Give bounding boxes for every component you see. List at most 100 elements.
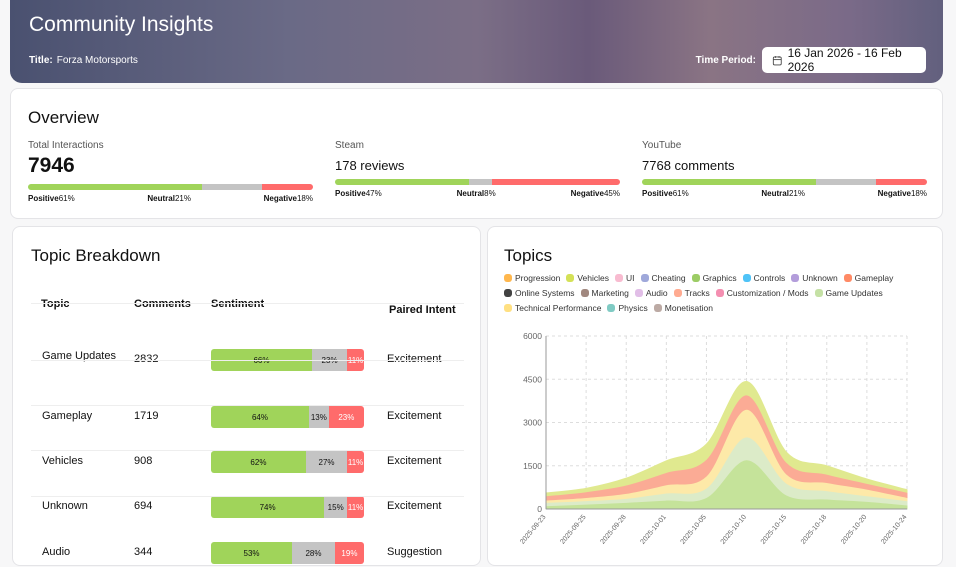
legend-swatch [673, 289, 682, 297]
comment-count: 2832 [134, 353, 159, 365]
positive-segment: 64% [211, 406, 309, 428]
legend-swatch [814, 289, 823, 297]
neutral-label: Neutral21% [147, 194, 191, 203]
negative-label: Negative18% [263, 194, 313, 203]
x-tick-label: 2025-10-15 [760, 514, 788, 546]
legend-swatch [504, 304, 512, 312]
legend-swatch [843, 274, 852, 282]
stat-label: Steam [335, 140, 364, 151]
column-comments: Comments [134, 298, 191, 310]
legend-item[interactable]: Marketing [580, 288, 629, 298]
y-tick-label: 6000 [523, 331, 542, 341]
negative-segment: 23% [328, 406, 364, 428]
topics-heading: Topics [504, 246, 553, 265]
x-tick-label: 2025-09-23 [519, 514, 547, 546]
legend-item[interactable]: Monetisation [653, 303, 713, 313]
legend-swatch [742, 274, 751, 282]
positive-segment [28, 184, 202, 190]
sentiment-bar: 53% 28% 19% [211, 542, 364, 564]
stat-value: 7768 comments [642, 158, 735, 173]
legend-item[interactable]: Gameplay [843, 273, 894, 283]
legend-item[interactable]: Controls [742, 273, 785, 283]
positive-label: Positive61% [642, 189, 689, 198]
positive-segment [335, 179, 469, 185]
topic-name: Vehicles [42, 455, 83, 467]
legend-item[interactable]: UI [615, 273, 635, 283]
neutral-segment [201, 184, 262, 190]
negative-segment [875, 179, 927, 185]
topic-name: Unknown [42, 500, 88, 512]
table-row-divider [31, 405, 464, 406]
legend-item[interactable]: Technical Performance [504, 303, 601, 313]
positive-segment: 74% [211, 496, 325, 518]
stat-label: YouTube [642, 140, 682, 151]
y-tick-label: 4500 [523, 374, 542, 384]
legend-swatch [640, 274, 649, 282]
table-row-divider [31, 303, 464, 304]
neutral-label: Neutral21% [761, 189, 805, 198]
legend-item[interactable]: Graphics [691, 273, 737, 283]
comment-count: 1719 [134, 410, 159, 422]
date-range-picker[interactable]: 16 Jan 2026 - 16 Feb 2026 [762, 46, 926, 74]
paired-intent: Excitement [387, 500, 442, 512]
overview-card: Overview Total Interactions 7946 Positiv… [10, 88, 943, 219]
legend-item[interactable]: Unknown [791, 273, 838, 283]
legend-label: Tracks [684, 288, 710, 298]
legend-item[interactable]: Tracks [673, 288, 710, 298]
sentiment-bar: 74% 15% 11% [211, 496, 364, 518]
topics-area-chart: 0 1500 3000 4500 6000 2025-09-23 2025-09-25 202… [519, 331, 908, 546]
topic-name: Gameplay [42, 410, 93, 422]
negative-label: Negative45% [570, 189, 620, 198]
legend-label: Marketing [591, 288, 629, 298]
table-row-divider [31, 450, 464, 451]
negative-segment [491, 179, 620, 185]
sentiment-bar: 64% 13% 23% [211, 406, 364, 428]
legend-item[interactable]: Progression [504, 273, 560, 283]
stat-total-interactions: Total Interactions 7946 Positive61% Neutr… [28, 140, 313, 203]
x-tick-label: 2025-10-20 [840, 514, 868, 546]
legend-label: Technical Performance [515, 303, 602, 313]
chart-legend: Progression Vehicles UI Cheating Graphics Con… [504, 273, 924, 313]
x-tick-label: 2025-10-10 [720, 514, 748, 546]
sentiment-bar [642, 179, 927, 185]
legend-label: Cheating [651, 273, 686, 283]
legend-item[interactable]: Online Systems [504, 288, 575, 298]
column-sentiment: Sentiment [211, 298, 265, 310]
legend-label: Vehicles [577, 273, 610, 283]
y-tick-label: 0 [537, 504, 542, 514]
legend-item[interactable]: Customization / Mods [715, 288, 809, 298]
topic-breakdown-heading: Topic Breakdown [31, 246, 161, 265]
legend-swatch [691, 274, 700, 282]
comment-count: 694 [134, 500, 153, 512]
legend-label: Monetisation [664, 303, 713, 313]
positive-label: Positive47% [335, 189, 382, 198]
neutral-segment: 13% [308, 406, 329, 428]
x-tick-label: 2025-09-28 [599, 514, 627, 546]
stat-label: Total Interactions [28, 140, 104, 151]
time-period-label: Time Period: [695, 55, 756, 66]
page-title: Community Insights [29, 13, 214, 36]
legend-swatch [791, 274, 800, 282]
positive-label: Positive61% [28, 194, 75, 203]
page-header: Community Insights Title: Forza Motorspor… [10, 0, 943, 83]
legend-label: Graphics [702, 273, 737, 283]
neutral-label: Neutral8% [456, 189, 496, 198]
legend-item[interactable]: Game Updates [814, 288, 883, 298]
comment-count: 344 [134, 546, 153, 558]
y-tick-label: 3000 [523, 418, 542, 428]
legend-swatch [715, 289, 724, 297]
overview-heading: Overview [28, 108, 99, 127]
sentiment-bar [28, 184, 313, 190]
date-range-value: 16 Jan 2026 - 16 Feb 2026 [787, 46, 902, 74]
negative-segment: 11% [347, 496, 364, 518]
legend-swatch [653, 304, 662, 312]
positive-segment [642, 179, 816, 185]
legend-label: Gameplay [854, 273, 894, 283]
legend-item[interactable]: Vehicles [566, 273, 609, 283]
table-row-divider [31, 360, 464, 361]
negative-label: Negative18% [877, 189, 927, 198]
table-row-divider [31, 496, 464, 497]
legend-item[interactable]: Physics [607, 303, 648, 313]
legend-item[interactable]: Cheating [640, 273, 686, 283]
legend-item[interactable]: Audio [634, 288, 668, 298]
